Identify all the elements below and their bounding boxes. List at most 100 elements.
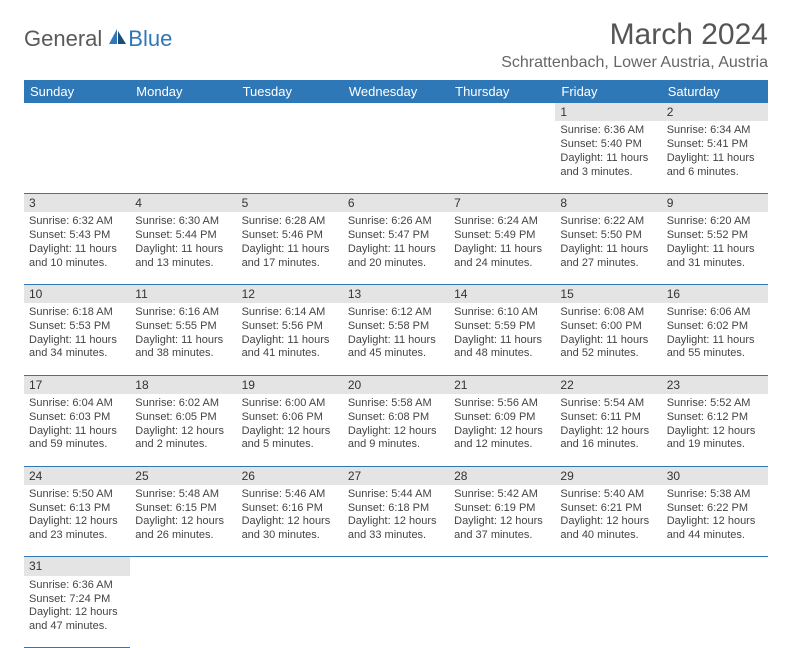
sunset-text: Sunset: 5:40 PM [560,138,656,152]
daylight-text: and 2 minutes. [135,438,231,452]
day-number-cell: 13 [343,284,449,303]
sunrise-text: Sunrise: 6:16 AM [135,306,231,320]
sunset-text: Sunset: 6:05 PM [135,411,231,425]
sunset-text: Sunset: 5:55 PM [135,320,231,334]
day-number-cell [237,557,343,576]
daylight-text: and 55 minutes. [667,347,763,361]
daylight-text: Daylight: 11 hours [348,334,444,348]
day-number-cell [343,557,449,576]
sunset-text: Sunset: 6:09 PM [454,411,550,425]
daylight-text: Daylight: 11 hours [348,243,444,257]
daylight-text: Daylight: 12 hours [242,515,338,529]
day-number: 2 [667,105,674,119]
day-number-cell: 22 [555,375,661,394]
daynum-row: 31 [24,557,768,576]
day-detail-cell: Sunrise: 6:32 AMSunset: 5:43 PMDaylight:… [24,212,130,284]
day-number-cell [237,103,343,121]
daylight-text: Daylight: 11 hours [29,334,125,348]
day-detail-cell [130,121,236,193]
sunrise-text: Sunrise: 6:32 AM [29,215,125,229]
daylight-text: Daylight: 11 hours [667,243,763,257]
sunrise-text: Sunrise: 5:46 AM [242,488,338,502]
weekday-header: Tuesday [237,80,343,103]
sunset-text: Sunset: 6:21 PM [560,502,656,516]
sunrise-text: Sunrise: 5:56 AM [454,397,550,411]
day-detail-cell: Sunrise: 5:52 AMSunset: 6:12 PMDaylight:… [662,394,768,466]
day-number-cell [130,557,236,576]
day-number: 27 [348,469,361,483]
day-detail-cell: Sunrise: 5:50 AMSunset: 6:13 PMDaylight:… [24,485,130,557]
daylight-text: Daylight: 11 hours [242,334,338,348]
day-detail-cell: Sunrise: 5:48 AMSunset: 6:15 PMDaylight:… [130,485,236,557]
daylight-text: and 48 minutes. [454,347,550,361]
day-number-cell [130,103,236,121]
sunrise-text: Sunrise: 6:28 AM [242,215,338,229]
sunrise-text: Sunrise: 6:10 AM [454,306,550,320]
day-number: 15 [560,287,573,301]
day-detail-cell: Sunrise: 5:40 AMSunset: 6:21 PMDaylight:… [555,485,661,557]
daylight-text: and 17 minutes. [242,257,338,271]
day-detail-cell: Sunrise: 6:24 AMSunset: 5:49 PMDaylight:… [449,212,555,284]
daylight-text: Daylight: 12 hours [135,515,231,529]
sunrise-text: Sunrise: 5:44 AM [348,488,444,502]
sail-icon [106,27,128,52]
daylight-text: and 31 minutes. [667,257,763,271]
detail-row: Sunrise: 6:18 AMSunset: 5:53 PMDaylight:… [24,303,768,375]
day-detail-cell: Sunrise: 6:08 AMSunset: 6:00 PMDaylight:… [555,303,661,375]
sunset-text: Sunset: 6:16 PM [242,502,338,516]
day-detail-cell: Sunrise: 6:06 AMSunset: 6:02 PMDaylight:… [662,303,768,375]
sunset-text: Sunset: 6:15 PM [135,502,231,516]
day-detail-cell: Sunrise: 6:34 AMSunset: 5:41 PMDaylight:… [662,121,768,193]
day-number: 20 [348,378,361,392]
day-detail-cell: Sunrise: 6:10 AMSunset: 5:59 PMDaylight:… [449,303,555,375]
day-detail-cell: Sunrise: 6:12 AMSunset: 5:58 PMDaylight:… [343,303,449,375]
daylight-text: and 38 minutes. [135,347,231,361]
day-number: 3 [29,196,36,210]
day-detail-cell [24,121,130,193]
day-detail-cell: Sunrise: 5:56 AMSunset: 6:09 PMDaylight:… [449,394,555,466]
daylight-text: Daylight: 12 hours [135,425,231,439]
day-number: 30 [667,469,680,483]
daylight-text: Daylight: 11 hours [667,152,763,166]
day-detail-cell [237,121,343,193]
day-detail-cell: Sunrise: 5:46 AMSunset: 6:16 PMDaylight:… [237,485,343,557]
day-number-cell: 17 [24,375,130,394]
day-number: 18 [135,378,148,392]
sunrise-text: Sunrise: 6:00 AM [242,397,338,411]
weekday-header: Saturday [662,80,768,103]
day-detail-cell: Sunrise: 6:20 AMSunset: 5:52 PMDaylight:… [662,212,768,284]
logo-text-general: General [24,26,102,52]
sunrise-text: Sunrise: 6:04 AM [29,397,125,411]
daylight-text: and 3 minutes. [560,166,656,180]
day-number-cell: 1 [555,103,661,121]
daylight-text: Daylight: 12 hours [242,425,338,439]
daynum-row: 3456789 [24,193,768,212]
sunset-text: Sunset: 5:50 PM [560,229,656,243]
sunrise-text: Sunrise: 5:40 AM [560,488,656,502]
sunrise-text: Sunrise: 6:24 AM [454,215,550,229]
daylight-text: and 40 minutes. [560,529,656,543]
day-number: 21 [454,378,467,392]
sunrise-text: Sunrise: 6:34 AM [667,124,763,138]
day-detail-cell [449,121,555,193]
calendar-table: SundayMondayTuesdayWednesdayThursdayFrid… [24,80,768,648]
day-number-cell: 26 [237,466,343,485]
daylight-text: and 9 minutes. [348,438,444,452]
day-detail-cell: Sunrise: 5:38 AMSunset: 6:22 PMDaylight:… [662,485,768,557]
day-detail-cell: Sunrise: 5:44 AMSunset: 6:18 PMDaylight:… [343,485,449,557]
day-number-cell: 19 [237,375,343,394]
day-number-cell [662,557,768,576]
sunrise-text: Sunrise: 6:14 AM [242,306,338,320]
sunset-text: Sunset: 5:49 PM [454,229,550,243]
weekday-header-row: SundayMondayTuesdayWednesdayThursdayFrid… [24,80,768,103]
daynum-row: 17181920212223 [24,375,768,394]
sunset-text: Sunset: 5:44 PM [135,229,231,243]
sunset-text: Sunset: 5:47 PM [348,229,444,243]
daylight-text: Daylight: 12 hours [29,515,125,529]
daylight-text: and 26 minutes. [135,529,231,543]
sunset-text: Sunset: 5:56 PM [242,320,338,334]
sunset-text: Sunset: 6:12 PM [667,411,763,425]
day-number: 10 [29,287,42,301]
sunset-text: Sunset: 6:18 PM [348,502,444,516]
daylight-text: and 45 minutes. [348,347,444,361]
